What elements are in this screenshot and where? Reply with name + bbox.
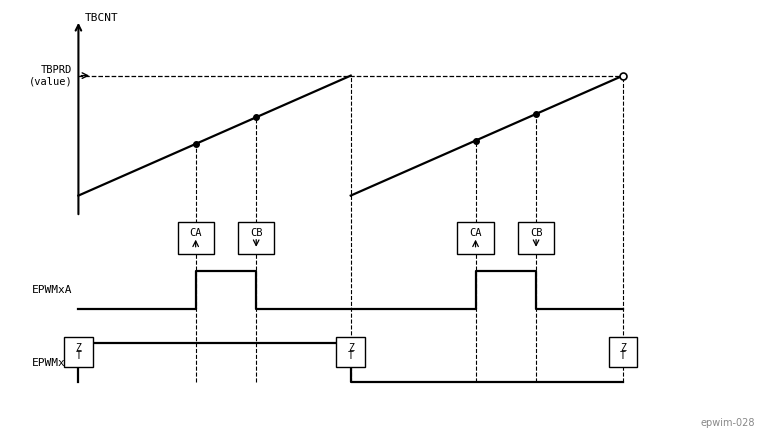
FancyBboxPatch shape: [178, 222, 214, 254]
Text: CA: CA: [190, 228, 202, 238]
Text: T: T: [75, 352, 82, 362]
Text: EPWMxB: EPWMxB: [32, 358, 72, 368]
FancyBboxPatch shape: [609, 337, 638, 367]
FancyBboxPatch shape: [518, 222, 554, 254]
FancyBboxPatch shape: [238, 222, 274, 254]
FancyBboxPatch shape: [64, 337, 93, 367]
Text: CB: CB: [250, 228, 262, 238]
Text: EPWMxA: EPWMxA: [32, 285, 72, 295]
Text: CA: CA: [469, 228, 482, 238]
Text: T: T: [620, 352, 626, 362]
Text: TBCNT: TBCNT: [85, 13, 118, 23]
Text: Z: Z: [620, 342, 626, 352]
FancyBboxPatch shape: [457, 222, 494, 254]
Text: TBPRD
(value): TBPRD (value): [29, 65, 72, 86]
Text: CB: CB: [530, 228, 543, 238]
Text: Z: Z: [347, 342, 354, 352]
Text: Z: Z: [75, 342, 82, 352]
Text: epwim-028: epwim-028: [701, 418, 755, 428]
Text: T: T: [347, 352, 354, 362]
FancyBboxPatch shape: [336, 337, 365, 367]
